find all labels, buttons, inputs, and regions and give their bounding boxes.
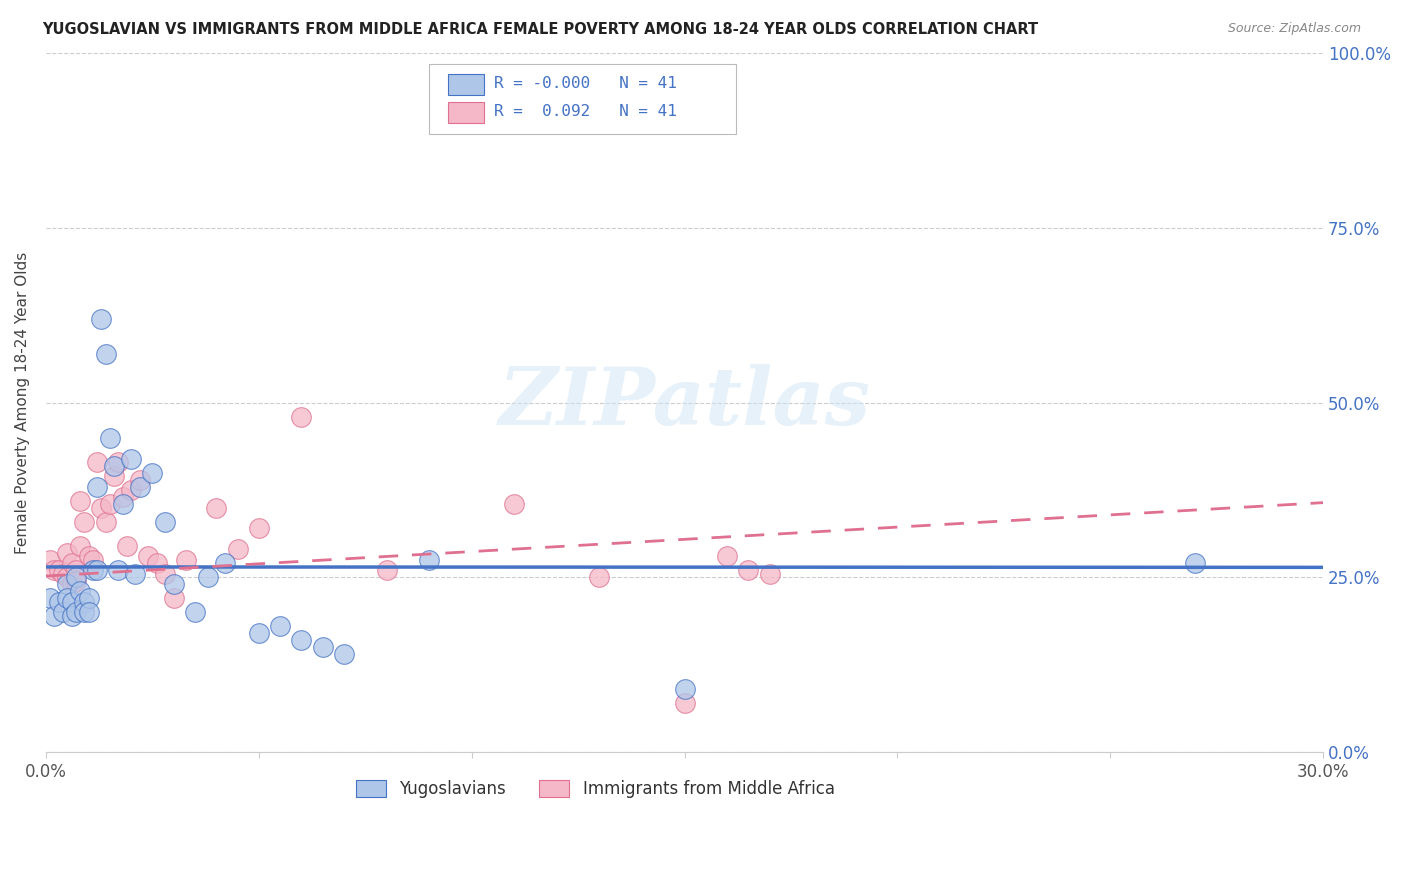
Point: [73, 515, 96, 529]
Bar: [449, 74, 484, 95]
FancyBboxPatch shape: [429, 63, 735, 134]
Point: [39, 591, 62, 606]
Point: [82, 563, 104, 577]
Point: [86, 479, 108, 493]
Point: [247, 626, 270, 640]
Point: [94, 515, 117, 529]
Point: [90, 500, 112, 515]
Point: [52, 566, 75, 581]
Point: [69, 493, 91, 508]
Legend: Yugoslavians, Immigrants from Middle Africa: Yugoslavians, Immigrants from Middle Afr…: [347, 772, 842, 806]
Point: [86, 455, 108, 469]
Point: [269, 619, 291, 633]
Point: [107, 455, 129, 469]
Point: [94, 347, 117, 361]
Point: [184, 606, 207, 620]
Point: [120, 451, 142, 466]
Point: [153, 515, 176, 529]
Point: [56, 570, 79, 584]
Point: [69, 539, 91, 553]
Point: [77, 591, 100, 606]
Point: [111, 490, 134, 504]
Point: [163, 591, 186, 606]
Point: [48, 563, 70, 577]
Point: [136, 549, 159, 564]
Point: [65, 574, 87, 588]
Y-axis label: Female Poverty Among 18-24 Year Olds: Female Poverty Among 18-24 Year Olds: [15, 252, 30, 554]
Point: [39, 553, 62, 567]
Point: [737, 563, 759, 577]
Point: [716, 549, 738, 564]
Point: [52, 606, 75, 620]
Point: [375, 563, 398, 577]
Point: [56, 591, 79, 606]
Point: [65, 563, 87, 577]
Bar: [449, 103, 484, 123]
Point: [205, 500, 228, 515]
Point: [77, 549, 100, 564]
Point: [90, 311, 112, 326]
Point: [290, 409, 312, 424]
Point: [153, 566, 176, 581]
Point: [73, 595, 96, 609]
Point: [1184, 557, 1206, 571]
Point: [69, 584, 91, 599]
Point: [128, 479, 150, 493]
Point: [290, 633, 312, 648]
Point: [86, 563, 108, 577]
Point: [73, 606, 96, 620]
Point: [44, 608, 66, 623]
Text: R =  0.092   N = 41: R = 0.092 N = 41: [495, 104, 678, 120]
Point: [65, 606, 87, 620]
Point: [115, 539, 138, 553]
Point: [111, 497, 134, 511]
Point: [107, 563, 129, 577]
Point: [60, 608, 83, 623]
Point: [503, 497, 526, 511]
Point: [120, 483, 142, 497]
Point: [60, 595, 83, 609]
Point: [56, 577, 79, 591]
Point: [197, 570, 219, 584]
Point: [56, 546, 79, 560]
Point: [418, 553, 440, 567]
Point: [103, 469, 125, 483]
Point: [176, 553, 198, 567]
Point: [65, 570, 87, 584]
Point: [145, 557, 167, 571]
Point: [758, 566, 780, 581]
Point: [214, 557, 236, 571]
Point: [128, 473, 150, 487]
Text: Source: ZipAtlas.com: Source: ZipAtlas.com: [1227, 22, 1361, 36]
Point: [247, 521, 270, 535]
Text: R = -0.000   N = 41: R = -0.000 N = 41: [495, 77, 678, 92]
Point: [98, 497, 121, 511]
Point: [226, 542, 249, 557]
Point: [98, 431, 121, 445]
Point: [60, 577, 83, 591]
Point: [44, 563, 66, 577]
Point: [77, 606, 100, 620]
Point: [103, 458, 125, 473]
Point: [673, 682, 696, 697]
Point: [163, 577, 186, 591]
Point: [312, 640, 335, 655]
Point: [588, 570, 610, 584]
Point: [673, 696, 696, 710]
Text: ZIPatlas: ZIPatlas: [499, 364, 870, 442]
Point: [48, 595, 70, 609]
Point: [82, 553, 104, 567]
Point: [141, 466, 163, 480]
Point: [124, 566, 146, 581]
Point: [333, 648, 356, 662]
Text: YUGOSLAVIAN VS IMMIGRANTS FROM MIDDLE AFRICA FEMALE POVERTY AMONG 18-24 YEAR OLD: YUGOSLAVIAN VS IMMIGRANTS FROM MIDDLE AF…: [42, 22, 1038, 37]
Point: [60, 557, 83, 571]
